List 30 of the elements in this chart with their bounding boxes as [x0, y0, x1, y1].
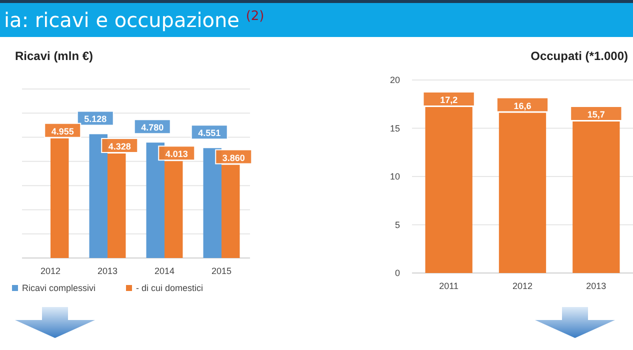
x-tick-label: 2012: [40, 266, 61, 276]
y-tick-label: 10: [390, 172, 400, 182]
chart-title: Ricavi (mln €): [15, 49, 94, 63]
data-label: 4.013: [165, 149, 188, 160]
chart-title: Occupati (*1.000): [530, 49, 628, 63]
data-label: 3.860: [222, 152, 245, 163]
x-tick-label: 2013: [586, 281, 606, 291]
x-tick-label: 2013: [97, 266, 118, 276]
bar: [146, 142, 164, 258]
x-tick-label: 2015: [211, 266, 232, 276]
data-label: 16,6: [514, 100, 532, 111]
data-label: 5.128: [84, 114, 107, 124]
y-tick-label: 20: [390, 75, 400, 85]
text: ia: ricavi e occupazione $^{(2)}$: [4, 8, 264, 32]
data-label: 4.780: [141, 122, 164, 133]
data-label: 4.551: [198, 128, 221, 138]
data-label: 17,2: [440, 95, 458, 106]
data-label: 15,7: [587, 109, 605, 120]
y-tick-label: 15: [390, 123, 400, 134]
legend-label: - di cui domestici: [136, 283, 204, 293]
bar: [89, 134, 108, 258]
y-tick-label: 0: [394, 268, 400, 278]
data-label: 4.955: [51, 126, 74, 136]
x-tick-label: 2011: [439, 281, 459, 291]
bar: [203, 148, 222, 258]
y-tick-label: 5: [394, 220, 400, 230]
data-label: 4.328: [108, 142, 131, 152]
x-tick-label: 2012: [512, 281, 533, 291]
x-tick-label: 2014: [154, 266, 175, 276]
legend-label: Ricavi complessivi: [22, 283, 96, 293]
